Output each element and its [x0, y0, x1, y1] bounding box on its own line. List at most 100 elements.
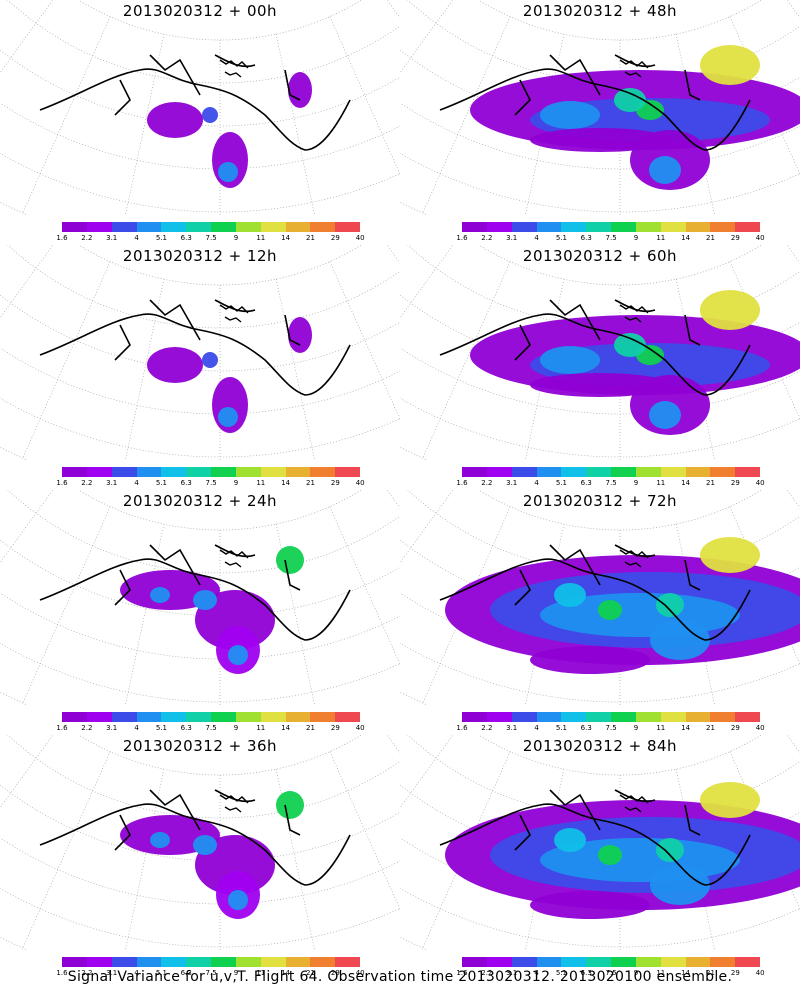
meridian-line	[275, 34, 315, 215]
colorbar-segment	[335, 712, 361, 722]
colorbar-segment	[536, 957, 562, 967]
meridian-line	[400, 490, 454, 564]
island-coastline	[219, 794, 249, 813]
colorbar	[62, 222, 361, 232]
latitude-line	[78, 245, 362, 286]
latitude-line	[0, 102, 400, 170]
colorbar-tick-label: 11	[656, 724, 666, 732]
colorbar-tick-label: 4	[534, 969, 539, 977]
variance-contour	[218, 407, 238, 427]
colorbar-segment	[611, 712, 636, 722]
panel-title: 2013020312 + 72h	[522, 492, 678, 510]
colorbar-tick-label: 3.1	[506, 969, 518, 977]
colorbar-segment	[62, 957, 87, 967]
map-graticule	[400, 0, 800, 215]
panel-title: 2013020312 + 12h	[122, 247, 278, 265]
colorbar-segment	[462, 467, 487, 477]
colorbar-tick-label: 6.3	[580, 969, 592, 977]
colorbar	[462, 222, 761, 232]
colorbar-tick-label: 5.1	[155, 234, 167, 242]
variance-field	[147, 72, 312, 188]
colorbar-tick-label: 21	[306, 479, 315, 487]
colorbar-tick-label: 29	[330, 234, 340, 242]
colorbar-tick-label: 3.1	[106, 724, 118, 732]
colorbar-tick-label: 6.3	[180, 724, 192, 732]
variance-field	[120, 546, 304, 674]
meridian-line	[786, 245, 800, 264]
colorbar-tick-label: 14	[281, 969, 291, 977]
colorbar-segment	[660, 712, 686, 722]
colorbar-tick-label: 5.1	[555, 969, 567, 977]
latitude-line	[7, 490, 400, 574]
colorbar-tick-label: 7.5	[205, 479, 217, 487]
variance-contour	[530, 891, 650, 919]
colorbar-segment	[136, 712, 162, 722]
latitude-line	[78, 735, 362, 776]
colorbar-tick-label: 21	[306, 969, 315, 977]
coastline	[39, 54, 351, 151]
colorbar-tick-label: 3.1	[106, 234, 118, 242]
variance-contour	[700, 782, 760, 818]
variance-contour	[700, 290, 760, 330]
colorbar-tick-label: 6.3	[180, 969, 192, 977]
latitude-line	[78, 0, 362, 41]
colorbar-segment	[335, 222, 361, 232]
variance-contour	[554, 583, 586, 607]
colorbar-segment	[62, 712, 87, 722]
colorbar-segment	[710, 467, 736, 477]
variance-contour	[288, 317, 312, 353]
forecast-panel: 2013020312 + 84h 1.6 2.2 3.1 4 5.1 6.3 7.5 9 11 14…	[400, 735, 800, 980]
colorbar-tick-label: 1.6	[456, 479, 468, 487]
coastline	[39, 789, 351, 886]
colorbar-tick-label: 4	[534, 724, 539, 732]
colorbar-tick-label: 21	[306, 724, 315, 732]
colorbar	[462, 957, 761, 967]
colorbar-tick-label: 5.1	[155, 724, 167, 732]
colorbar-tick-label: 40	[755, 724, 765, 732]
colorbar-tick-label: 6.3	[580, 234, 592, 242]
variance-contour	[276, 791, 304, 819]
colorbar-tick-label: 2.2	[81, 234, 93, 242]
colorbar-segment	[186, 467, 212, 477]
variance-contour	[276, 546, 304, 574]
panel-title: 2013020312 + 36h	[122, 737, 278, 755]
meridian-line	[275, 279, 315, 460]
colorbar-tick-label: 1.6	[56, 234, 68, 242]
meridian-line	[400, 735, 419, 830]
colorbar-tick-label: 7.5	[205, 234, 217, 242]
colorbar-tick-label: 9	[233, 234, 239, 242]
island-coastline	[619, 794, 649, 813]
colorbar-segment	[586, 712, 612, 722]
colorbar-segment	[86, 957, 112, 967]
latitude-line	[7, 0, 400, 84]
variance-field	[147, 317, 312, 433]
variance-contour	[700, 537, 760, 573]
variance-contour	[649, 156, 681, 184]
colorbar-segment	[735, 712, 761, 722]
colorbar-tick-label: 2.2	[481, 479, 493, 487]
colorbar-tick-label: 11	[656, 234, 666, 242]
variance-contour	[554, 828, 586, 852]
colorbar-segment	[635, 222, 661, 232]
colorbar-tick-label: 4	[534, 234, 539, 242]
variance-contour	[147, 347, 203, 383]
island-coastline	[219, 59, 249, 78]
latitude-line	[478, 245, 762, 286]
latitude-line	[7, 245, 400, 329]
variance-contour	[193, 835, 217, 855]
panel-title: 2013020312 + 84h	[522, 737, 678, 755]
polar-map	[400, 0, 800, 215]
colorbar-segment	[635, 712, 661, 722]
meridian-line	[400, 245, 419, 340]
variance-field	[445, 782, 800, 919]
map-graticule	[400, 245, 800, 460]
colorbar-segment	[511, 467, 537, 477]
colorbar-segment	[161, 957, 187, 967]
colorbar-segment	[561, 712, 587, 722]
colorbar-tick-label: 9	[233, 969, 239, 977]
colorbar-tick-label: 40	[355, 234, 365, 242]
meridian-line	[22, 16, 111, 214]
variance-contour	[228, 645, 248, 665]
island-coastline	[219, 304, 249, 323]
colorbar-segment	[660, 467, 686, 477]
